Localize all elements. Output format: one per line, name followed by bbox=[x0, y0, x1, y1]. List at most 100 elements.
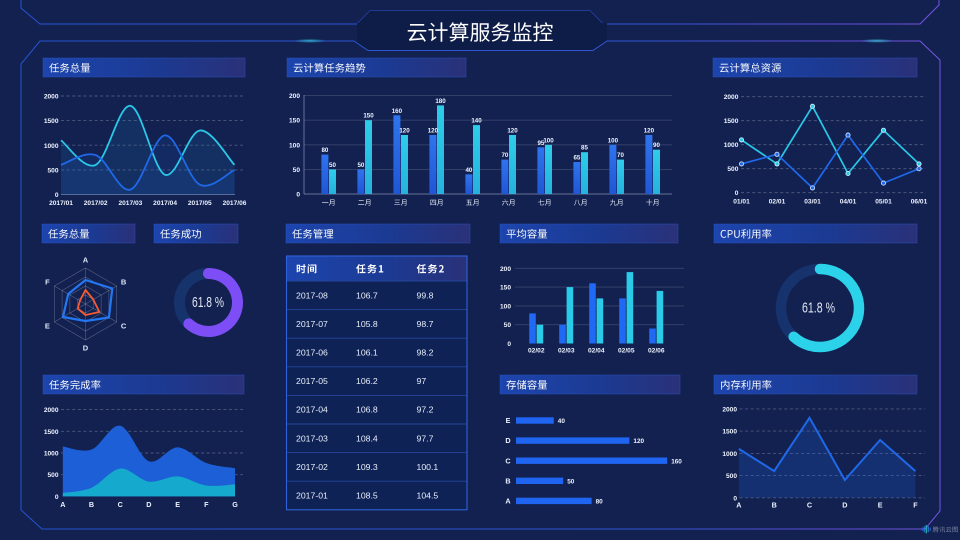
svg-text:F: F bbox=[45, 278, 50, 287]
svg-text:90: 90 bbox=[653, 142, 660, 149]
svg-text:2000: 2000 bbox=[44, 94, 59, 101]
svg-text:E: E bbox=[175, 500, 180, 509]
svg-text:50: 50 bbox=[293, 167, 301, 174]
svg-text:97.2: 97.2 bbox=[417, 405, 434, 415]
svg-text:120: 120 bbox=[399, 127, 410, 134]
svg-text:500: 500 bbox=[47, 472, 58, 479]
svg-text:G: G bbox=[232, 500, 238, 509]
svg-text:06/01: 06/01 bbox=[911, 199, 928, 206]
svg-text:0: 0 bbox=[55, 192, 59, 199]
svg-text:0: 0 bbox=[507, 341, 511, 348]
svg-text:1500: 1500 bbox=[724, 118, 739, 125]
svg-text:109.3: 109.3 bbox=[356, 462, 378, 472]
svg-text:D: D bbox=[505, 436, 510, 445]
svg-text:1000: 1000 bbox=[724, 142, 739, 149]
svg-text:100: 100 bbox=[500, 303, 511, 310]
svg-text:D: D bbox=[146, 500, 151, 509]
svg-text:65: 65 bbox=[573, 155, 580, 162]
svg-text:1000: 1000 bbox=[722, 451, 737, 458]
svg-text:120: 120 bbox=[633, 438, 644, 445]
svg-text:100.1: 100.1 bbox=[417, 462, 439, 472]
svg-text:2017/01: 2017/01 bbox=[49, 200, 73, 207]
svg-text:2000: 2000 bbox=[724, 94, 739, 101]
svg-text:70: 70 bbox=[617, 152, 624, 159]
svg-text:120: 120 bbox=[644, 127, 655, 134]
svg-text:120: 120 bbox=[428, 127, 439, 134]
svg-text:150: 150 bbox=[500, 285, 511, 292]
svg-text:108.4: 108.4 bbox=[356, 433, 378, 443]
svg-text:106.1: 106.1 bbox=[356, 348, 378, 358]
svg-text:01/01: 01/01 bbox=[733, 199, 750, 206]
svg-text:1000: 1000 bbox=[44, 451, 59, 458]
svg-text:85: 85 bbox=[581, 145, 588, 152]
svg-text:2017-02: 2017-02 bbox=[296, 462, 328, 472]
svg-text:2000: 2000 bbox=[722, 406, 737, 413]
svg-text:B: B bbox=[121, 278, 127, 287]
svg-text:180: 180 bbox=[435, 98, 446, 105]
svg-text:02/01: 02/01 bbox=[769, 199, 786, 206]
svg-text:2017-05: 2017-05 bbox=[296, 376, 328, 386]
svg-text:105.8: 105.8 bbox=[356, 319, 378, 329]
svg-text:C: C bbox=[807, 500, 812, 509]
svg-text:C: C bbox=[505, 456, 510, 465]
svg-text:1500: 1500 bbox=[44, 118, 59, 125]
svg-text:200: 200 bbox=[289, 93, 300, 100]
svg-text:02/03: 02/03 bbox=[558, 348, 575, 355]
svg-text:F: F bbox=[204, 500, 209, 509]
svg-text:2017-04: 2017-04 bbox=[296, 405, 328, 415]
svg-text:2017/06: 2017/06 bbox=[223, 200, 247, 207]
svg-text:100: 100 bbox=[289, 142, 300, 149]
svg-text:95: 95 bbox=[537, 140, 544, 147]
svg-text:02/02: 02/02 bbox=[528, 348, 545, 355]
svg-text:200: 200 bbox=[500, 266, 511, 273]
svg-text:70: 70 bbox=[501, 152, 508, 159]
svg-text:0: 0 bbox=[296, 192, 300, 199]
svg-text:2017/05: 2017/05 bbox=[188, 200, 212, 207]
svg-text:A: A bbox=[60, 500, 65, 509]
svg-text:1500: 1500 bbox=[722, 429, 737, 436]
svg-text:0: 0 bbox=[735, 190, 739, 197]
svg-text:98.2: 98.2 bbox=[417, 348, 434, 358]
svg-text:106.2: 106.2 bbox=[356, 376, 378, 386]
svg-text:104.5: 104.5 bbox=[417, 491, 439, 501]
svg-text:50: 50 bbox=[357, 162, 364, 169]
svg-text:D: D bbox=[83, 344, 89, 353]
svg-text:40: 40 bbox=[558, 418, 566, 425]
svg-text:05/01: 05/01 bbox=[875, 199, 892, 206]
svg-text:50: 50 bbox=[329, 162, 336, 169]
svg-text:0: 0 bbox=[55, 494, 59, 501]
svg-text:E: E bbox=[506, 416, 511, 425]
svg-text:2017-07: 2017-07 bbox=[296, 319, 328, 329]
svg-text:50: 50 bbox=[567, 478, 575, 485]
svg-text:100: 100 bbox=[543, 137, 554, 144]
svg-text:B: B bbox=[89, 500, 94, 509]
svg-text:97: 97 bbox=[417, 376, 427, 386]
svg-text:2000: 2000 bbox=[44, 407, 59, 414]
svg-text:61.8 %: 61.8 % bbox=[802, 300, 835, 317]
svg-text:02/06: 02/06 bbox=[648, 348, 665, 355]
svg-text:97.7: 97.7 bbox=[417, 433, 434, 443]
svg-text:E: E bbox=[878, 500, 883, 509]
svg-text:80: 80 bbox=[596, 499, 604, 506]
svg-text:108.5: 108.5 bbox=[356, 491, 378, 501]
svg-text:A: A bbox=[736, 500, 741, 509]
svg-text:B: B bbox=[772, 500, 777, 509]
svg-text:500: 500 bbox=[727, 166, 738, 173]
svg-text:99.8: 99.8 bbox=[417, 290, 434, 300]
svg-text:500: 500 bbox=[47, 167, 58, 174]
svg-text:40: 40 bbox=[465, 167, 472, 174]
svg-text:2017/04: 2017/04 bbox=[153, 200, 177, 207]
svg-text:120: 120 bbox=[507, 127, 518, 134]
svg-text:2017-03: 2017-03 bbox=[296, 433, 328, 443]
svg-text:2017-08: 2017-08 bbox=[296, 290, 328, 300]
svg-text:02/05: 02/05 bbox=[618, 348, 635, 355]
svg-text:04/01: 04/01 bbox=[840, 199, 857, 206]
svg-text:C: C bbox=[121, 322, 127, 331]
svg-text:98.7: 98.7 bbox=[417, 319, 434, 329]
svg-text:2017-01: 2017-01 bbox=[296, 491, 328, 501]
svg-text:E: E bbox=[45, 322, 50, 331]
svg-text:80: 80 bbox=[321, 147, 328, 154]
svg-text:1000: 1000 bbox=[44, 143, 59, 150]
svg-text:500: 500 bbox=[726, 473, 737, 480]
svg-text:02/04: 02/04 bbox=[588, 348, 605, 355]
